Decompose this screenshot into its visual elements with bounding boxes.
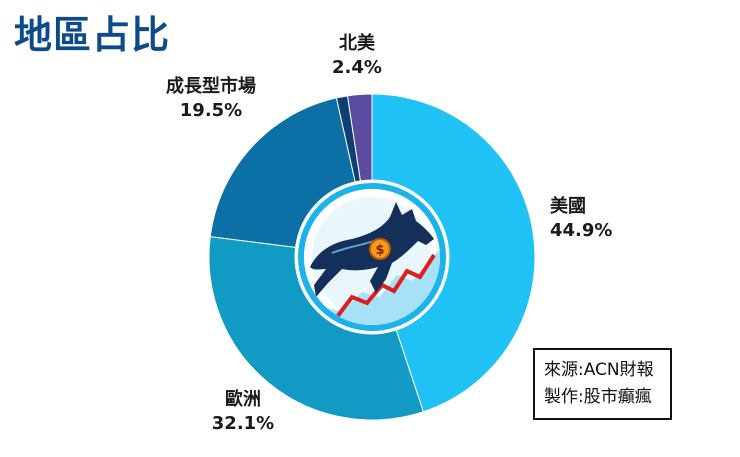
svg-text:$: $ xyxy=(375,243,384,258)
source-box: 來源:ACN財報 製作:股市癲瘋 xyxy=(533,348,672,420)
slice-value: 19.5% xyxy=(180,100,242,121)
source-line: 來源:ACN財報 xyxy=(544,360,654,380)
slice-value: 32.1% xyxy=(212,413,274,434)
slice-label: 成長型市場 xyxy=(166,75,256,97)
slice-label: 美國 xyxy=(550,195,586,217)
slice-label: 北美 xyxy=(339,32,375,54)
page-title: 地區占比 xyxy=(14,13,171,57)
slice-value: 44.9% xyxy=(550,220,612,241)
bull-logo-icon: $ xyxy=(295,180,449,334)
donut-slices xyxy=(208,93,536,421)
slice-label: 歐洲 xyxy=(225,388,261,410)
author-line: 製作:股市癲瘋 xyxy=(544,387,652,407)
slice-value: 2.4% xyxy=(332,57,382,78)
slice-labels: 美國 44.9% 歐洲 32.1% 成長型市場 19.5% 北美 2.4% xyxy=(166,32,612,434)
